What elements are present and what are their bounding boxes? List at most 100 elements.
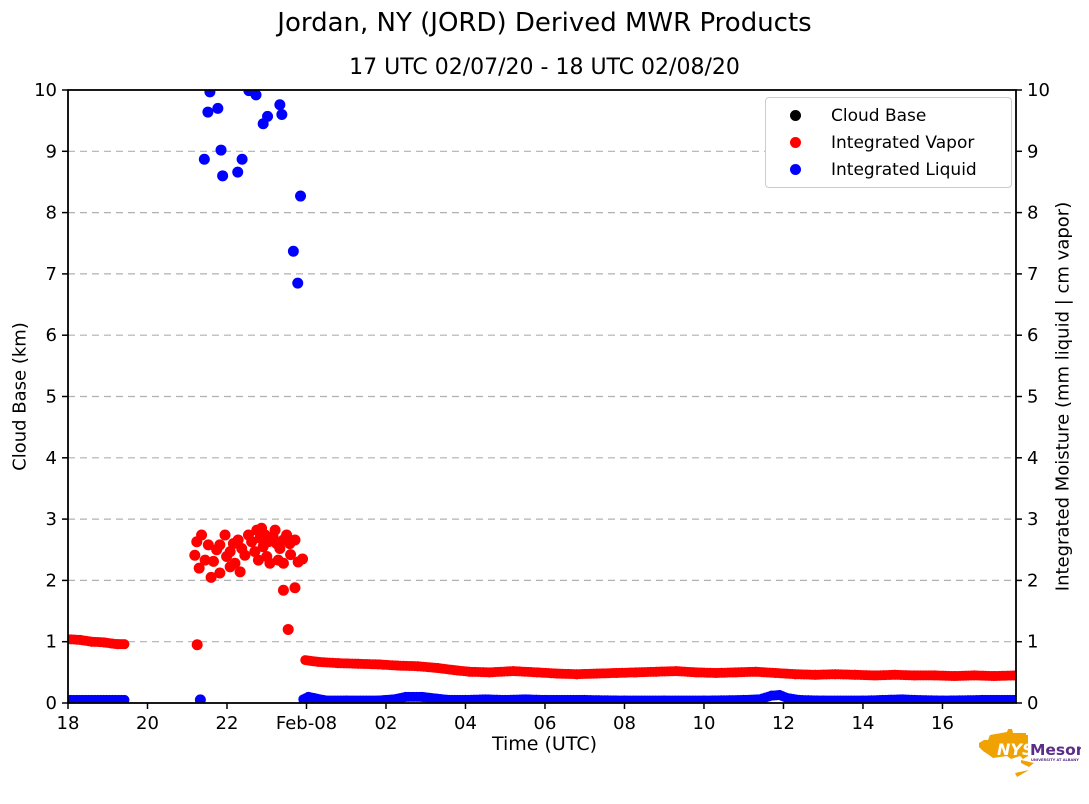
y-tick-label-right: 10 bbox=[1027, 80, 1050, 101]
y-tick-label-left: 4 bbox=[46, 448, 57, 469]
data-point bbox=[246, 536, 258, 548]
data-point bbox=[191, 536, 203, 548]
data-point bbox=[252, 554, 264, 566]
data-point bbox=[194, 694, 206, 703]
x-tick-label: 04 bbox=[454, 713, 477, 734]
x-tick-label: 18 bbox=[57, 713, 80, 734]
x-tick-label: 10 bbox=[693, 713, 716, 734]
data-point bbox=[269, 524, 281, 536]
series-integrated-liquid bbox=[68, 90, 1016, 703]
x-tick-label: 06 bbox=[534, 713, 557, 734]
y-tick-label-right: 8 bbox=[1027, 203, 1038, 224]
data-point bbox=[297, 553, 309, 565]
x-tick-label: 22 bbox=[216, 713, 239, 734]
chart-title: Jordan, NY (JORD) Derived MWR Products bbox=[277, 8, 812, 38]
data-point bbox=[207, 555, 219, 567]
y-tick-label-right: 0 bbox=[1027, 693, 1038, 714]
x-tick-label: 20 bbox=[136, 713, 159, 734]
data-point bbox=[219, 529, 231, 541]
y-tick-label-left: 6 bbox=[46, 325, 57, 346]
data-point bbox=[281, 529, 293, 541]
legend-label: Integrated Vapor bbox=[831, 132, 975, 153]
data-point bbox=[191, 639, 203, 651]
data-point bbox=[198, 153, 210, 165]
data-point bbox=[292, 277, 304, 289]
legend-item-cloud-base: Cloud Base bbox=[766, 103, 1011, 129]
data-point bbox=[257, 541, 269, 553]
x-tick-label: 16 bbox=[931, 713, 954, 734]
data-point bbox=[289, 534, 301, 546]
y-axes: 0 0 1 1 2 2 3 3 4 4 5 5 6 6 7 7 8 8 9 9 10 10 bbox=[34, 80, 1050, 714]
y-tick-label-left: 9 bbox=[46, 141, 57, 162]
data-point bbox=[277, 584, 289, 596]
y-tick-label-right: 7 bbox=[1027, 264, 1038, 285]
data-point bbox=[214, 567, 226, 579]
data-point bbox=[232, 166, 244, 178]
y-tick-label-left: 0 bbox=[46, 693, 57, 714]
x-tick-label: 02 bbox=[375, 713, 398, 734]
y-tick-label-left: 1 bbox=[46, 632, 57, 653]
y-tick-label-left: 7 bbox=[46, 264, 57, 285]
logo-mesonet-text: Mesonet bbox=[1030, 741, 1081, 759]
logo-tagline-text: UNIVERSITY AT ALBANY bbox=[1031, 758, 1079, 762]
data-point bbox=[193, 562, 205, 574]
y-axis-label-right: Integrated Moisture (mm liquid | cm vapo… bbox=[1052, 201, 1074, 592]
data-point bbox=[202, 539, 214, 551]
y-tick-label-right: 2 bbox=[1027, 570, 1038, 591]
y-tick-label-right: 9 bbox=[1027, 141, 1038, 162]
cloud-base-marker-icon bbox=[790, 110, 801, 121]
y-axis-label-left: Cloud Base (km) bbox=[9, 322, 31, 471]
y-tick-label-left: 3 bbox=[46, 509, 57, 530]
data-point bbox=[224, 561, 236, 573]
y-tick-label-left: 8 bbox=[46, 203, 57, 224]
data-point bbox=[189, 549, 201, 561]
data-point bbox=[295, 190, 307, 202]
x-axis-label: Time (UTC) bbox=[491, 733, 598, 755]
logo-nys-text: NYS bbox=[997, 740, 1034, 759]
data-point bbox=[205, 571, 217, 583]
data-point bbox=[224, 546, 236, 558]
data-point bbox=[234, 566, 246, 578]
y-tick-label-right: 6 bbox=[1027, 325, 1038, 346]
data-point bbox=[215, 144, 227, 156]
data-point bbox=[214, 539, 226, 551]
series-integrated-vapor bbox=[68, 522, 1016, 682]
x-tick-label: Feb-08 bbox=[276, 713, 337, 734]
data-point bbox=[250, 90, 262, 101]
data-point bbox=[202, 106, 214, 118]
data-point bbox=[236, 153, 248, 165]
y-tick-label-left: 2 bbox=[46, 570, 57, 591]
data-point bbox=[264, 557, 276, 569]
x-tick-label: 08 bbox=[613, 713, 636, 734]
chart-subtitle: 17 UTC 02/07/20 - 18 UTC 02/08/20 bbox=[349, 55, 740, 80]
x-tick-label: 14 bbox=[852, 713, 875, 734]
legend-label: Integrated Liquid bbox=[831, 159, 977, 180]
series-layer bbox=[68, 90, 1016, 703]
nys-mesonet-logo: NYS Mesonet UNIVERSITY AT ALBANY bbox=[979, 729, 1081, 777]
data-point bbox=[232, 534, 244, 546]
data-point bbox=[285, 549, 297, 561]
y-tick-label-right: 4 bbox=[1027, 448, 1038, 469]
y-tick-label-right: 5 bbox=[1027, 387, 1038, 408]
data-point bbox=[274, 99, 286, 111]
legend: Cloud Base Integrated Vapor Integrated L… bbox=[765, 97, 1012, 188]
nys-state-icon bbox=[979, 729, 1034, 777]
x-axis: 18 20 22 Feb-08 02 04 06 08 10 12 14 16 bbox=[57, 703, 954, 734]
data-point bbox=[249, 546, 261, 558]
integrated-liquid-marker-icon bbox=[790, 164, 801, 175]
y-tick-label-right: 3 bbox=[1027, 509, 1038, 530]
data-point bbox=[257, 118, 269, 130]
data-point bbox=[282, 623, 294, 635]
integrated-vapor-marker-icon bbox=[790, 137, 801, 148]
y-tick-label-right: 1 bbox=[1027, 632, 1038, 653]
data-point bbox=[272, 554, 284, 566]
data-point bbox=[199, 554, 211, 566]
x-tick-label: 12 bbox=[772, 713, 795, 734]
data-point bbox=[276, 109, 288, 121]
data-point bbox=[217, 170, 229, 182]
y-tick-label-left: 5 bbox=[46, 387, 57, 408]
data-point bbox=[289, 582, 301, 594]
data-point bbox=[287, 245, 299, 257]
